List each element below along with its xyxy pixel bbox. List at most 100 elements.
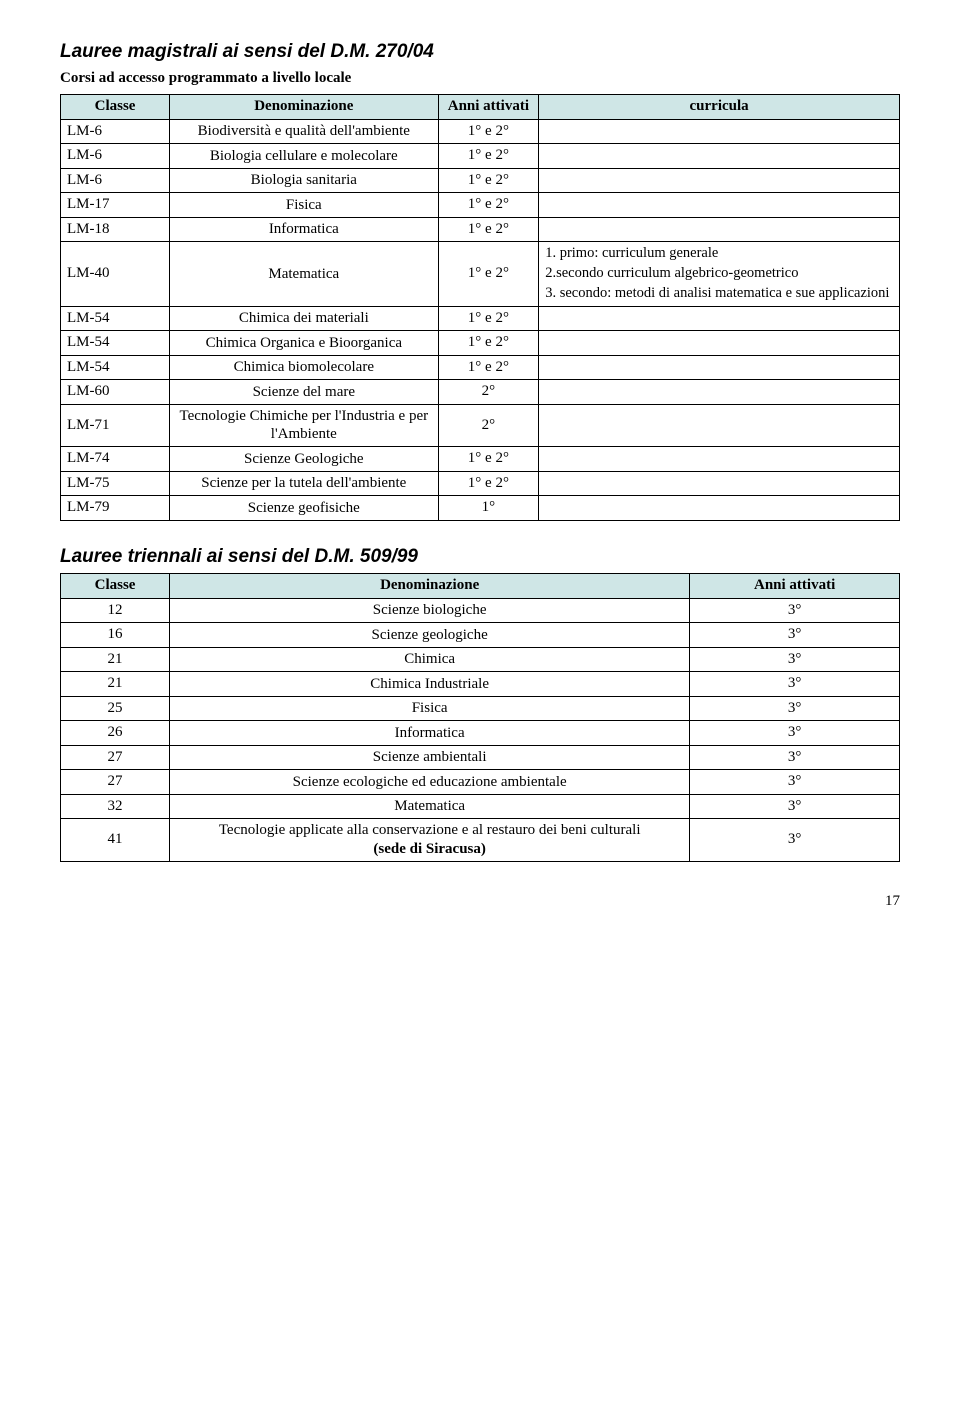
cell-anni: 3°: [690, 696, 900, 721]
th-curricula: curricula: [539, 95, 900, 120]
th-denom: Denominazione: [170, 95, 438, 120]
cell-denominazione: Scienze biologiche: [170, 598, 690, 623]
table-triennali: Classe Denominazione Anni attivati 12Sci…: [60, 573, 900, 862]
table-row: LM-18Informatica1° e 2°: [61, 217, 900, 242]
th-anni: Anni attivati: [438, 95, 539, 120]
cell-denominazione: Matematica: [170, 794, 690, 819]
cell-anni: 3°: [690, 721, 900, 746]
cell-classe: LM-60: [61, 380, 170, 405]
curricula-item: 2.secondo curriculum algebrico-geometric…: [545, 264, 893, 283]
cell-denominazione: Scienze del mare: [170, 380, 438, 405]
cell-classe: 21: [61, 672, 170, 697]
cell-anni: 1° e 2°: [438, 355, 539, 380]
cell-curricula: 1. primo: curriculum generale2.secondo c…: [539, 242, 900, 307]
table-row: 27Scienze ecologiche ed educazione ambie…: [61, 770, 900, 795]
cell-curricula: [539, 331, 900, 356]
cell-curricula: [539, 496, 900, 521]
cell-anni: 3°: [690, 794, 900, 819]
th-classe: Classe: [61, 95, 170, 120]
cell-classe: 16: [61, 623, 170, 648]
cell-curricula: [539, 355, 900, 380]
cell-denominazione: Tecnologie applicate alla conservazione …: [170, 819, 690, 862]
cell-denominazione: Informatica: [170, 721, 690, 746]
table-row: LM-75Scienze per la tutela dell'ambiente…: [61, 471, 900, 496]
cell-curricula: [539, 380, 900, 405]
table-row: 32Matematica3°: [61, 794, 900, 819]
cell-curricula: [539, 447, 900, 472]
table-row: LM-54Chimica biomolecolare1° e 2°: [61, 355, 900, 380]
th-denom: Denominazione: [170, 574, 690, 599]
cell-anni: 1° e 2°: [438, 168, 539, 193]
section-heading-1: Lauree magistrali ai sensi del D.M. 270/…: [60, 40, 900, 65]
table-row: LM-71Tecnologie Chimiche per l'Industria…: [61, 404, 900, 447]
cell-denominazione: Chimica dei materiali: [170, 306, 438, 331]
cell-curricula: [539, 144, 900, 169]
cell-classe: 41: [61, 819, 170, 862]
cell-classe: LM-54: [61, 331, 170, 356]
cell-anni: 3°: [690, 770, 900, 795]
table-row: 12Scienze biologiche3°: [61, 598, 900, 623]
th-classe: Classe: [61, 574, 170, 599]
cell-classe: 27: [61, 745, 170, 770]
table-row: LM-6Biologia cellulare e molecolare1° e …: [61, 144, 900, 169]
table-row: 16Scienze geologiche3°: [61, 623, 900, 648]
table-row: 25Fisica3°: [61, 696, 900, 721]
cell-anni: 3°: [690, 598, 900, 623]
cell-curricula: [539, 168, 900, 193]
cell-denominazione: Matematica: [170, 242, 438, 307]
cell-anni: 3°: [690, 647, 900, 672]
cell-anni: 1° e 2°: [438, 193, 539, 218]
cell-anni: 1° e 2°: [438, 306, 539, 331]
cell-anni: 1°: [438, 496, 539, 521]
cell-classe: 26: [61, 721, 170, 746]
cell-classe: LM-74: [61, 447, 170, 472]
table-row: 26Informatica3°: [61, 721, 900, 746]
cell-anni: 1° e 2°: [438, 242, 539, 307]
cell-anni: 2°: [438, 380, 539, 405]
table-row: LM-54Chimica Organica e Bioorganica1° e …: [61, 331, 900, 356]
cell-classe: LM-17: [61, 193, 170, 218]
cell-curricula: [539, 306, 900, 331]
cell-classe: LM-6: [61, 168, 170, 193]
table-row: LM-60Scienze del mare2°: [61, 380, 900, 405]
cell-anni: 1° e 2°: [438, 217, 539, 242]
cell-denominazione: Informatica: [170, 217, 438, 242]
cell-classe: 25: [61, 696, 170, 721]
cell-denominazione: Scienze ecologiche ed educazione ambient…: [170, 770, 690, 795]
table-row: 41Tecnologie applicate alla conservazion…: [61, 819, 900, 862]
cell-anni: 3°: [690, 672, 900, 697]
table-row: 21Chimica3°: [61, 647, 900, 672]
table-row: LM-54Chimica dei materiali1° e 2°: [61, 306, 900, 331]
cell-curricula: [539, 404, 900, 447]
cell-denominazione: Chimica: [170, 647, 690, 672]
cell-anni: 1° e 2°: [438, 119, 539, 144]
cell-denominazione: Scienze geologiche: [170, 623, 690, 648]
table-row: LM-74Scienze Geologiche1° e 2°: [61, 447, 900, 472]
cell-denominazione: Biologia cellulare e molecolare: [170, 144, 438, 169]
curricula-item: 1. primo: curriculum generale: [545, 244, 893, 263]
cell-classe: LM-79: [61, 496, 170, 521]
table-row: LM-6Biologia sanitaria1° e 2°: [61, 168, 900, 193]
cell-curricula: [539, 217, 900, 242]
cell-classe: LM-75: [61, 471, 170, 496]
cell-denominazione: Fisica: [170, 696, 690, 721]
cell-denominazione: Biodiversità e qualità dell'ambiente: [170, 119, 438, 144]
cell-classe: LM-40: [61, 242, 170, 307]
cell-anni: 1° e 2°: [438, 447, 539, 472]
cell-classe: 27: [61, 770, 170, 795]
cell-denominazione: Scienze per la tutela dell'ambiente: [170, 471, 438, 496]
table-header-row: Classe Denominazione Anni attivati: [61, 574, 900, 599]
cell-classe: 12: [61, 598, 170, 623]
cell-denominazione: Tecnologie Chimiche per l'Industria e pe…: [170, 404, 438, 447]
cell-curricula: [539, 193, 900, 218]
curricula-item: 3. secondo: metodi di analisi matematica…: [545, 284, 893, 303]
page-number: 17: [60, 892, 900, 912]
cell-classe: 32: [61, 794, 170, 819]
table-row: LM-79Scienze geofisiche1°: [61, 496, 900, 521]
cell-denominazione: Chimica Industriale: [170, 672, 690, 697]
cell-classe: LM-18: [61, 217, 170, 242]
cell-anni: 3°: [690, 745, 900, 770]
cell-anni: 1° e 2°: [438, 331, 539, 356]
table-row: LM-17Fisica1° e 2°: [61, 193, 900, 218]
cell-classe: LM-6: [61, 144, 170, 169]
